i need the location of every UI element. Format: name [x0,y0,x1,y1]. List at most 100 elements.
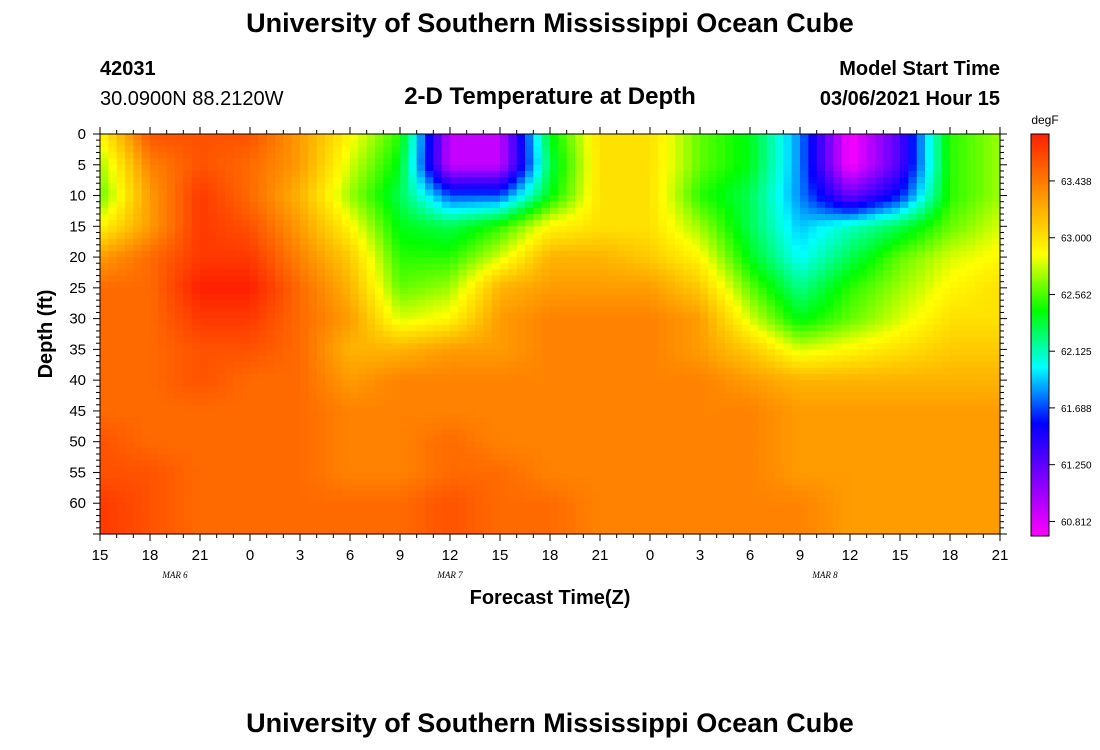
heatmap-cell [358,324,368,332]
heatmap-cell [308,392,318,400]
heatmap-cell [666,281,676,289]
heatmap-cell [275,220,284,227]
heatmap-cell [550,380,559,387]
heatmap-cell [991,140,1001,147]
heatmap-cell [925,164,934,172]
heatmap-cell [216,367,226,375]
heatmap-cell [916,238,926,246]
heatmap-cell [600,164,609,172]
heatmap-cell [566,183,576,190]
heatmap-cell [133,410,143,418]
heatmap-cell [433,250,443,258]
heatmap-cell [883,294,893,301]
station-id: 42031 [100,58,156,80]
heatmap-cell [225,275,234,283]
heatmap-cell [866,367,876,375]
heatmap-cell [883,207,893,215]
heatmap-cell [625,306,634,314]
heatmap-cell [366,287,376,295]
heatmap-cell [716,337,726,344]
heatmap-cell [466,244,476,252]
heatmap-cell [900,170,909,178]
heatmap-cell [683,294,693,301]
heatmap-cell [541,244,551,252]
heatmap-cell [425,238,434,246]
heatmap-cell [841,214,851,221]
heatmap-cell [458,232,468,240]
heatmap-cell [941,177,951,184]
heatmap-cell [250,232,259,240]
heatmap-cell [875,226,884,234]
heatmap-cell [816,134,826,141]
heatmap-cell [100,201,109,209]
heatmap-cell [300,410,309,418]
heatmap-cell [866,410,876,418]
heatmap-cell [216,152,226,160]
heatmap-cell [216,343,226,350]
heatmap-cell [283,232,293,240]
heatmap-cell [300,300,309,307]
heatmap-cell [575,380,584,387]
heatmap-cell [141,170,151,178]
heatmap-cell [666,386,676,394]
heatmap-cell [441,207,451,215]
heatmap-cell [658,300,668,307]
heatmap-cell [375,195,384,203]
heatmap-cell [250,134,259,141]
heatmap-cell [633,355,643,363]
heatmap-cell [441,232,451,240]
heatmap-cell [233,263,243,270]
heatmap-cell [691,232,701,240]
heatmap-cell [533,134,543,141]
heatmap-cell [158,238,168,246]
heatmap-cell [691,183,701,190]
heatmap-cell [725,380,734,387]
heatmap-cell [500,250,509,258]
heatmap-cell [550,201,559,209]
heatmap-cell [933,170,943,178]
heatmap-cell [566,281,576,289]
heatmap-cell [150,330,159,338]
heatmap-cell [883,386,893,394]
heatmap-cell [675,244,684,252]
heatmap-cell [500,337,509,344]
heatmap-cell [991,300,1001,307]
heatmap-cell [483,392,493,400]
heatmap-cell [216,318,226,326]
heatmap-cell [775,263,784,270]
heatmap-cell [925,220,934,227]
heatmap-cell [925,330,934,338]
heatmap-cell [100,386,109,394]
heatmap-cell [600,404,609,412]
heatmap-cell [333,170,343,178]
heatmap-cell [650,164,659,172]
heatmap-cell [800,349,809,357]
heatmap-cell [916,220,926,227]
heatmap-cell [266,189,276,197]
heatmap-cell [400,398,409,406]
heatmap-cell [791,343,801,350]
heatmap-cell [441,257,451,264]
heatmap-cell [141,380,151,387]
heatmap-cell [758,164,768,172]
heatmap-cell [775,294,784,301]
heatmap-cell [200,380,209,387]
heatmap-cell [116,367,126,375]
heatmap-cell [475,404,484,412]
heatmap-cell [616,226,626,234]
heatmap-cell [183,355,193,363]
heatmap-cell [141,263,151,270]
heatmap-cell [325,275,334,283]
heatmap-cell [266,349,276,357]
heatmap-cell [458,343,468,350]
heatmap-cell [116,294,126,301]
heatmap-cell [708,140,718,147]
heatmap-cell [391,300,401,307]
heatmap-cell [300,355,309,363]
heatmap-cell [733,244,743,252]
heatmap-cell [408,250,418,258]
heatmap-cell [158,404,168,412]
heatmap-cell [591,306,601,314]
heatmap-cell [325,410,334,418]
heatmap-cell [191,183,201,190]
